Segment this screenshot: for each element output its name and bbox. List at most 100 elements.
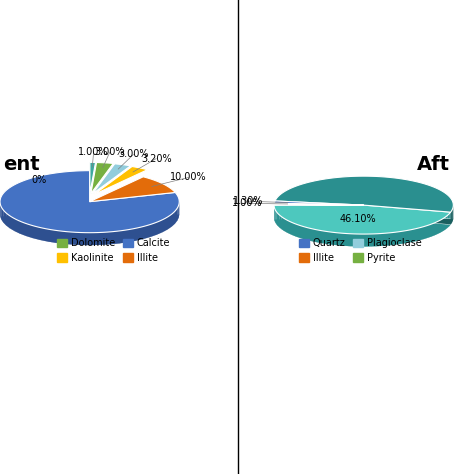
Polygon shape <box>151 222 157 237</box>
Polygon shape <box>48 229 56 243</box>
Polygon shape <box>440 219 443 232</box>
Polygon shape <box>361 234 366 246</box>
Polygon shape <box>274 205 451 234</box>
Polygon shape <box>15 219 20 234</box>
Polygon shape <box>119 230 128 243</box>
Polygon shape <box>91 163 113 193</box>
Polygon shape <box>364 218 453 225</box>
Polygon shape <box>274 203 364 205</box>
Text: 10.00%: 10.00% <box>170 173 207 182</box>
Legend: Quartz, Illite, Plagioclase, Pyrite: Quartz, Illite, Plagioclase, Pyrite <box>295 234 425 267</box>
Text: 3.00%: 3.00% <box>118 149 149 159</box>
Polygon shape <box>411 229 416 242</box>
Polygon shape <box>350 234 356 246</box>
Polygon shape <box>289 221 292 235</box>
Polygon shape <box>451 210 452 225</box>
Polygon shape <box>275 210 276 224</box>
Text: ent: ent <box>3 155 40 174</box>
Polygon shape <box>275 176 453 212</box>
Text: 3.00%: 3.00% <box>95 147 125 157</box>
Text: 1.30%: 1.30% <box>233 196 263 206</box>
Polygon shape <box>0 214 179 245</box>
Polygon shape <box>94 166 147 194</box>
Polygon shape <box>74 232 83 245</box>
Polygon shape <box>325 231 330 244</box>
Polygon shape <box>128 228 136 242</box>
Polygon shape <box>90 163 96 193</box>
Polygon shape <box>311 228 316 242</box>
Polygon shape <box>274 205 451 234</box>
Text: Aft: Aft <box>417 155 450 174</box>
Polygon shape <box>330 232 335 245</box>
Polygon shape <box>136 227 144 241</box>
Polygon shape <box>90 177 175 201</box>
Polygon shape <box>172 211 175 227</box>
Polygon shape <box>303 227 307 240</box>
Polygon shape <box>26 224 33 238</box>
Polygon shape <box>110 231 119 244</box>
Legend: Dolomite, Kaolinite, Calcite, Illite: Dolomite, Kaolinite, Calcite, Illite <box>54 234 174 267</box>
Polygon shape <box>282 217 284 231</box>
Text: 1.00%: 1.00% <box>232 198 263 209</box>
Polygon shape <box>320 230 325 244</box>
Polygon shape <box>438 220 440 234</box>
Polygon shape <box>340 233 345 246</box>
Polygon shape <box>366 234 371 246</box>
Polygon shape <box>428 224 431 238</box>
Polygon shape <box>40 228 48 242</box>
Polygon shape <box>157 219 163 235</box>
Polygon shape <box>446 215 447 229</box>
Polygon shape <box>402 230 407 244</box>
Polygon shape <box>364 205 453 212</box>
Polygon shape <box>443 217 446 231</box>
Polygon shape <box>387 233 392 246</box>
Polygon shape <box>177 205 179 220</box>
Polygon shape <box>83 233 92 245</box>
Polygon shape <box>274 201 364 205</box>
Polygon shape <box>280 215 282 229</box>
Polygon shape <box>345 233 350 246</box>
Text: 46.10%: 46.10% <box>340 214 376 225</box>
Polygon shape <box>416 228 420 241</box>
Polygon shape <box>92 232 101 245</box>
Text: 0%: 0% <box>31 174 46 184</box>
Polygon shape <box>392 232 397 245</box>
Polygon shape <box>316 229 320 243</box>
Polygon shape <box>286 220 289 234</box>
Polygon shape <box>0 171 179 233</box>
Polygon shape <box>335 233 340 246</box>
Polygon shape <box>92 164 131 194</box>
Text: 3.20%: 3.20% <box>141 154 172 164</box>
Text: 1.00%: 1.00% <box>78 146 109 156</box>
Polygon shape <box>144 224 151 239</box>
Polygon shape <box>20 221 26 236</box>
Polygon shape <box>10 216 15 231</box>
Polygon shape <box>3 210 6 226</box>
Polygon shape <box>420 227 424 240</box>
Polygon shape <box>382 233 387 246</box>
Polygon shape <box>299 225 303 239</box>
Polygon shape <box>292 223 296 237</box>
Polygon shape <box>167 214 172 229</box>
Polygon shape <box>175 208 177 224</box>
Polygon shape <box>6 213 10 228</box>
Polygon shape <box>163 217 167 232</box>
Polygon shape <box>376 234 382 246</box>
Polygon shape <box>397 231 402 245</box>
Polygon shape <box>33 226 40 240</box>
Polygon shape <box>278 214 280 228</box>
Polygon shape <box>0 201 179 233</box>
Polygon shape <box>307 228 311 241</box>
Polygon shape <box>431 223 435 237</box>
Polygon shape <box>276 212 278 226</box>
Polygon shape <box>424 226 428 239</box>
Polygon shape <box>447 214 449 228</box>
Polygon shape <box>435 221 438 235</box>
Polygon shape <box>296 224 299 237</box>
Polygon shape <box>371 234 376 246</box>
Polygon shape <box>56 230 65 244</box>
Polygon shape <box>449 212 451 226</box>
Polygon shape <box>0 204 1 219</box>
Polygon shape <box>284 219 286 232</box>
Polygon shape <box>274 218 451 246</box>
